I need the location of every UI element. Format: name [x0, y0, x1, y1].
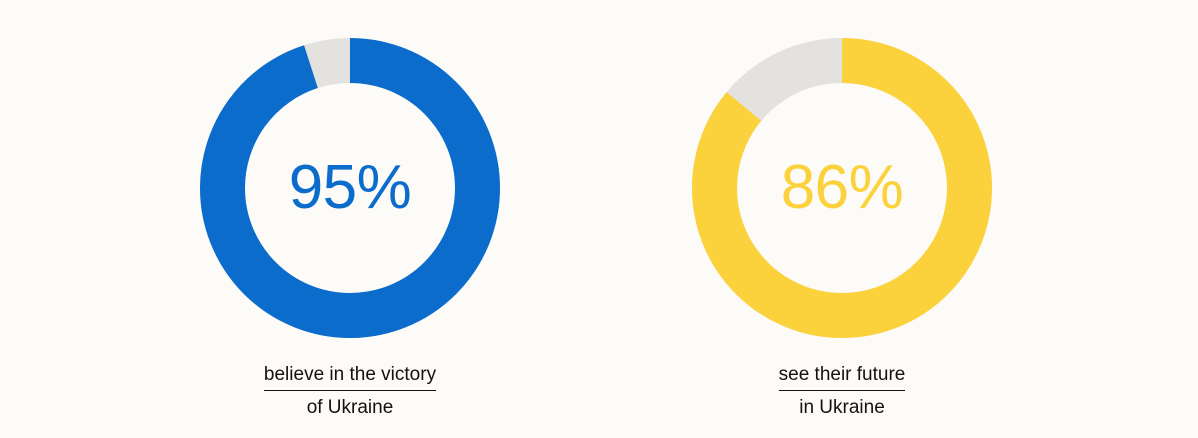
caption-victory-line-2: of Ukraine: [306, 397, 394, 418]
donut-svg-victory: [200, 38, 500, 338]
caption-future-line-2: in Ukraine: [799, 397, 885, 418]
stat-card-future: 86% see their future in Ukraine: [642, 0, 1042, 438]
caption-future-line-1: see their future: [778, 362, 906, 391]
donut-chart-future: 86%: [692, 38, 992, 338]
donut-chart-victory: 95%: [200, 38, 500, 338]
caption-victory: believe in the victory of Ukraine: [150, 362, 550, 421]
caption-victory-line-1: believe in the victory: [263, 362, 437, 391]
donut-value-arc-victory: [200, 38, 500, 338]
donut-value-arc-future: [692, 38, 992, 338]
donut-svg-future: [692, 38, 992, 338]
stat-card-victory: 95% believe in the victory of Ukraine: [150, 0, 550, 438]
caption-future: see their future in Ukraine: [642, 362, 1042, 421]
